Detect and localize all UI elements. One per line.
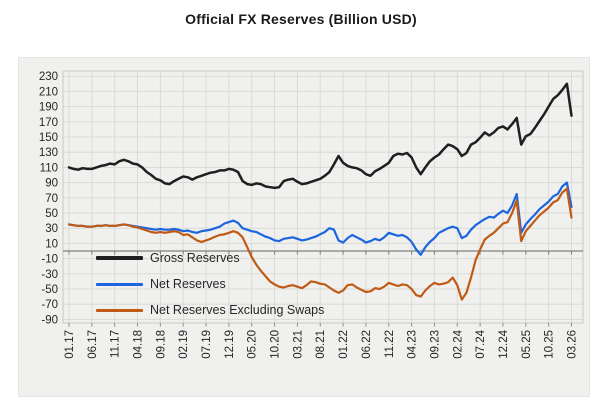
svg-text:150: 150 [39, 132, 58, 144]
svg-text:08.21: 08.21 [315, 330, 327, 359]
svg-text:10.25: 10.25 [544, 330, 556, 359]
legend-item-net-reserves: Net Reserves [96, 271, 324, 297]
svg-text:05.25: 05.25 [521, 330, 533, 359]
legend-item-gross-reserves: Gross Reserves [96, 245, 324, 271]
legend-label-net-reserves-excluding-swaps: Net Reserves Excluding Swaps [150, 303, 325, 317]
svg-text:03.26: 03.26 [566, 330, 578, 359]
svg-text:-70: -70 [41, 299, 58, 311]
svg-text:11.17: 11.17 [110, 330, 122, 358]
svg-text:09.23: 09.23 [429, 330, 441, 359]
svg-text:10.20: 10.20 [270, 330, 282, 359]
svg-text:-50: -50 [41, 284, 58, 296]
svg-text:01.22: 01.22 [338, 330, 350, 359]
svg-text:70: 70 [45, 193, 58, 205]
chart-figure-panel: 230 210 190 170 150 130 110 90 70 50 30 10 -10 -30 -50… [18, 57, 590, 397]
svg-text:04.18: 04.18 [133, 330, 145, 359]
chart-title: Official FX Reserves (Billion USD) [185, 11, 417, 27]
gross-reserves-line-swatch [96, 256, 143, 260]
svg-text:-30: -30 [41, 269, 58, 281]
svg-text:50: 50 [45, 208, 58, 220]
svg-text:90: 90 [45, 178, 58, 190]
legend-item-net-reserves-excluding-swaps: Net Reserves Excluding Swaps [96, 297, 324, 323]
svg-text:-90: -90 [41, 314, 58, 326]
svg-text:130: 130 [39, 147, 58, 159]
svg-text:-10: -10 [41, 254, 58, 266]
svg-text:11.22: 11.22 [384, 330, 396, 358]
svg-text:01.17: 01.17 [64, 330, 76, 359]
svg-text:210: 210 [39, 86, 58, 98]
svg-text:05.20: 05.20 [247, 330, 259, 359]
chart-legend: Gross Reserves Net Reserves Net Reserves… [96, 245, 324, 323]
legend-label-net-reserves: Net Reserves [150, 277, 226, 291]
svg-text:09.18: 09.18 [155, 330, 167, 359]
svg-text:03.21: 03.21 [292, 330, 304, 359]
svg-text:02.19: 02.19 [178, 330, 190, 359]
svg-text:04.23: 04.23 [407, 330, 419, 359]
svg-text:12.24: 12.24 [498, 329, 510, 358]
svg-text:30: 30 [45, 223, 58, 235]
svg-text:10: 10 [45, 238, 58, 250]
svg-text:07.19: 07.19 [201, 330, 213, 359]
svg-text:230: 230 [39, 71, 58, 83]
plot-area: 230 210 190 170 150 130 110 90 70 50 30 10 -10 -30 -50… [39, 70, 584, 359]
svg-text:02.24: 02.24 [452, 329, 464, 358]
svg-text:110: 110 [40, 162, 58, 174]
net-reserves-excluding-swaps-line-swatch [96, 308, 143, 312]
legend-label-gross-reserves: Gross Reserves [150, 251, 240, 265]
svg-text:07.24: 07.24 [475, 329, 487, 358]
svg-text:12.19: 12.19 [224, 330, 236, 359]
svg-text:170: 170 [39, 117, 58, 129]
svg-text:190: 190 [39, 102, 58, 114]
svg-text:06.17: 06.17 [87, 330, 99, 359]
net-reserves-line-swatch [96, 282, 143, 286]
svg-text:06.22: 06.22 [361, 330, 373, 359]
